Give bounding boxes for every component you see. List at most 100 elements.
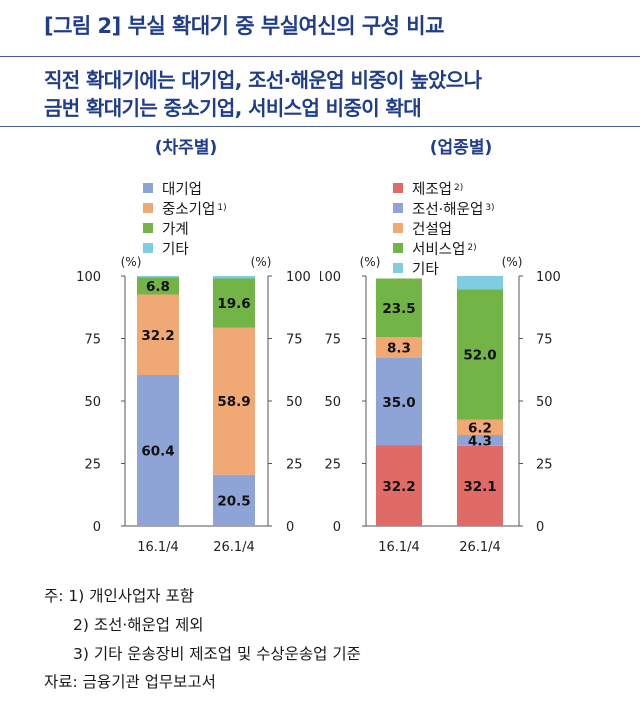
legend-item: 건설업 [393,218,495,238]
y-tick-label-left: 75 [324,333,341,348]
y-tick-label-right: 75 [286,333,303,348]
chart-borrower: (%) (%) 0 0 25 25 50 50 75 75 100 100 60.4 32.2 6.8 16.… [76,255,311,555]
data-label: 60.4 [141,444,174,460]
legend-footnote-marker: 2) [467,243,477,253]
data-label: 6.2 [468,420,492,436]
legend-item: 서비스업 2) [393,238,495,258]
subtitle-line-1: 직전 확대기에는 대기업, 조선·해운업 비중이 높았으나 [44,68,482,92]
legend-swatch [393,263,403,273]
data-label: 4.3 [468,433,492,449]
bar-segment [213,327,255,475]
legend-footnote-marker: 2) [454,183,464,193]
y-tick-label-left: 0 [333,520,341,535]
legend-item: 제조업 2) [393,178,495,198]
bar-segment [137,375,179,526]
y-tick-label-left: 75 [84,333,101,348]
bar-segment [457,276,503,290]
y-tick-label-left: 50 [324,395,341,410]
data-label: 23.5 [382,301,415,317]
legend-item: 조선·해운업 3) [393,198,495,218]
legend-swatch [393,183,403,193]
y-tick-label-left: 50 [84,395,101,410]
data-label: 8.3 [387,341,411,357]
y-tick-label-right: 25 [536,458,553,473]
footnote-2: 2) 조선·해운업 제외 [73,616,204,634]
bar-segment [213,276,255,279]
y-tick-label-left: 25 [84,458,101,473]
bar-segment [376,278,422,338]
bar-segment [137,276,179,278]
figure-title: [그림 2] 부실 확대기 중 부실여신의 구성 비교 [44,14,444,38]
x-tick-label: 26.1/4 [459,540,501,555]
legend-swatch [393,223,403,233]
bar-segment [213,474,255,526]
panel-title-industry: (업종별) [429,138,493,158]
legend-item: 대기업 [143,178,227,198]
x-tick-label: 26.1/4 [213,540,255,555]
legend-label: 기타 [162,241,189,258]
data-label: 58.9 [217,394,250,410]
subtitle-divider [0,126,640,127]
legend-label: 가계 [162,221,189,238]
legend-item: 가계 [143,218,227,238]
data-label: 52.0 [463,348,496,364]
data-label: 32.2 [382,479,415,495]
legend-label: 건설업 [412,221,453,238]
subtitle-line-2: 금번 확대기는 중소기업, 서비스업 비중이 확대 [44,96,422,120]
bar-segment [457,435,503,446]
legend-label: 제조업 [412,181,453,198]
bar-segment [457,419,503,435]
legend-label: 대기업 [162,181,203,198]
legend-footnote-marker: 3) [485,203,495,213]
bar-segment [137,294,179,375]
bar-segment [457,445,503,526]
y-tick-label-left: 25 [324,458,341,473]
legend-swatch [393,243,403,253]
bar-segment [213,278,255,328]
source-note: 자료: 금융기관 업무보고서 [44,673,216,691]
bar-segment [137,277,179,295]
unit-label-left: (%) [360,255,381,269]
data-label: 35.0 [382,395,415,411]
legend-label: 중소기업 [162,201,216,218]
y-tick-label-left: 0 [93,520,101,535]
y-tick-label-right: 25 [286,458,303,473]
legend-item: 기타 [393,258,495,278]
unit-label-right: (%) [502,255,523,269]
data-label: 6.8 [146,279,170,295]
y-tick-label-left: 100 [76,270,101,285]
y-tick-label-left: 100 [320,270,341,285]
footnote-1: 주: 1) 개인사업자 포함 [44,587,194,605]
unit-label-right: (%) [251,255,272,269]
legend-swatch [143,203,153,213]
legend-swatch [143,243,153,253]
x-tick-label: 16.1/4 [137,540,179,555]
unit-label-left: (%) [121,255,142,269]
legend-industry: 제조업 2) 조선·해운업 3) 건설업 서비스업 2) 기타 [393,178,495,278]
legend-swatch [143,183,153,193]
data-label: 32.2 [141,328,174,344]
y-tick-label-right: 0 [286,520,294,535]
legend-label: 기타 [412,261,439,278]
legend-label: 조선·해운업 [412,201,484,218]
x-tick-label: 16.1/4 [378,540,420,555]
y-tick-label-right: 0 [536,520,544,535]
bar-segment [376,337,422,358]
y-tick-label-right: 75 [536,333,553,348]
data-label: 32.1 [463,479,496,495]
footnote-3: 3) 기타 운송장비 제조업 및 수상운송업 기준 [73,645,361,663]
bar-segment [457,289,503,420]
title-divider [0,56,640,57]
data-label: 20.5 [217,493,250,509]
bar-segment [376,358,422,446]
legend-borrower: 대기업 중소기업 1) 가계 기타 [143,178,227,258]
legend-footnote-marker: 1) [217,203,227,213]
data-label: 19.6 [217,296,250,312]
chart-industry: (%) (%) 0 0 25 25 50 50 75 75 100 100 32.2 35.0 8.3 23.… [320,255,561,555]
legend-item: 중소기업 1) [143,198,227,218]
y-tick-label-right: 50 [536,395,553,410]
y-tick-label-right: 50 [286,395,303,410]
legend-item: 기타 [143,238,227,258]
y-tick-label-right: 100 [286,270,311,285]
legend-swatch [393,203,403,213]
